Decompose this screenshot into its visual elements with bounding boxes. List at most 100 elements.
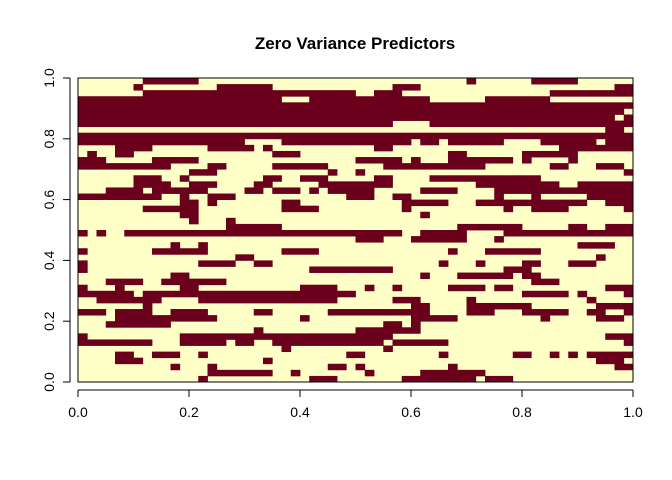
heatmap-cell (263, 144, 273, 152)
heatmap-cell (207, 369, 218, 377)
heatmap-cell (577, 132, 588, 140)
heatmap-cell (189, 199, 199, 207)
heatmap-cell (226, 290, 236, 298)
heatmap-cell (485, 302, 495, 310)
heatmap-cell (124, 114, 134, 121)
y-tick-label: 0.0 (41, 372, 57, 392)
heatmap-cell (179, 230, 190, 237)
heatmap-cell (244, 290, 255, 298)
heatmap-cell (272, 175, 282, 182)
heatmap-cell (559, 150, 569, 158)
heatmap-cell (503, 205, 514, 213)
heatmap-cell (78, 193, 88, 200)
heatmap-cell (457, 102, 467, 109)
heatmap-cell (318, 339, 329, 346)
heatmap-cell (392, 84, 403, 91)
heatmap-cell (327, 187, 338, 194)
heatmap-cell (142, 296, 153, 304)
heatmap-cell (383, 108, 393, 115)
heatmap-cell (263, 309, 273, 316)
heatmap-cell (522, 272, 532, 280)
heatmap-cell (170, 278, 181, 286)
heatmap-cell (503, 230, 514, 237)
heatmap-cell (494, 157, 504, 164)
heatmap-cell (623, 84, 634, 91)
heatmap-cell (586, 114, 597, 121)
heatmap-cell (253, 132, 264, 140)
heatmap-cell (438, 108, 449, 115)
heatmap-cell (374, 266, 384, 273)
heatmap-cell (346, 90, 356, 97)
heatmap-cell (355, 157, 366, 164)
heatmap-cell (78, 339, 88, 346)
heatmap-cell (161, 163, 171, 170)
heatmap-cell (235, 138, 245, 146)
heatmap-cell (226, 102, 236, 109)
heatmap-cell (290, 150, 301, 158)
heatmap-cell (170, 96, 181, 103)
heatmap-cell (179, 138, 190, 146)
heatmap-cell (577, 230, 588, 237)
heatmap-cell (198, 309, 208, 316)
heatmap-cell (623, 102, 634, 109)
heatmap-cell (309, 375, 319, 383)
heatmap-cell (170, 242, 181, 249)
heatmap-cell (411, 327, 421, 334)
heatmap-cell (290, 290, 301, 298)
heatmap-cell (235, 223, 245, 231)
heatmap-cell (300, 102, 310, 109)
heatmap-cell (327, 309, 338, 316)
heatmap-cell (133, 315, 144, 322)
heatmap-cell (309, 138, 319, 146)
heatmap-cell (198, 120, 208, 128)
heatmap-cell (568, 157, 578, 164)
heatmap-cell (327, 132, 338, 140)
heatmap-cell (374, 108, 384, 115)
heatmap-cell (586, 193, 597, 200)
heatmap-cell (290, 296, 301, 304)
heatmap-cell (466, 223, 477, 231)
heatmap-cell (522, 102, 532, 109)
heatmap-cell (448, 138, 458, 146)
heatmap-cell (355, 108, 366, 115)
heatmap-cell (429, 102, 440, 109)
heatmap-cell (383, 120, 393, 128)
heatmap-cell (605, 102, 615, 109)
heatmap-cell (355, 230, 366, 237)
heatmap-cell (614, 132, 625, 140)
heatmap-cell (244, 120, 255, 128)
heatmap-cell (466, 302, 477, 310)
heatmap-cell (392, 193, 403, 200)
heatmap-cell (105, 278, 116, 286)
heatmap-cell (309, 120, 319, 128)
heatmap-cell (133, 278, 144, 286)
heatmap-cell (401, 138, 412, 146)
heatmap-cell (540, 78, 551, 85)
heatmap-cell (281, 150, 292, 158)
heatmap-cell (96, 96, 107, 103)
heatmap-cell (309, 114, 319, 121)
heatmap-cell (346, 96, 356, 103)
heatmap-cell (586, 296, 597, 304)
heatmap-cell (438, 132, 449, 140)
heatmap-cell (290, 120, 301, 128)
heatmap-cell (522, 132, 532, 140)
heatmap-cell (96, 114, 107, 121)
heatmap-cell (244, 84, 255, 91)
heatmap-cell (189, 278, 199, 286)
heatmap-cell (235, 90, 245, 97)
heatmap-cell (549, 102, 560, 109)
heatmap-cell (253, 223, 264, 231)
heatmap-cell (124, 120, 134, 128)
heatmap-cell (226, 260, 236, 267)
heatmap-cell (355, 187, 366, 194)
heatmap-cell (179, 90, 190, 97)
heatmap-cell (133, 96, 144, 103)
heatmap-cell (605, 187, 615, 194)
heatmap-cell (494, 132, 504, 140)
heatmap-cell (133, 296, 144, 304)
heatmap-cell (503, 272, 514, 280)
heatmap-cell (272, 120, 282, 128)
heatmap-cell (438, 230, 449, 237)
heatmap-cell (253, 260, 264, 267)
